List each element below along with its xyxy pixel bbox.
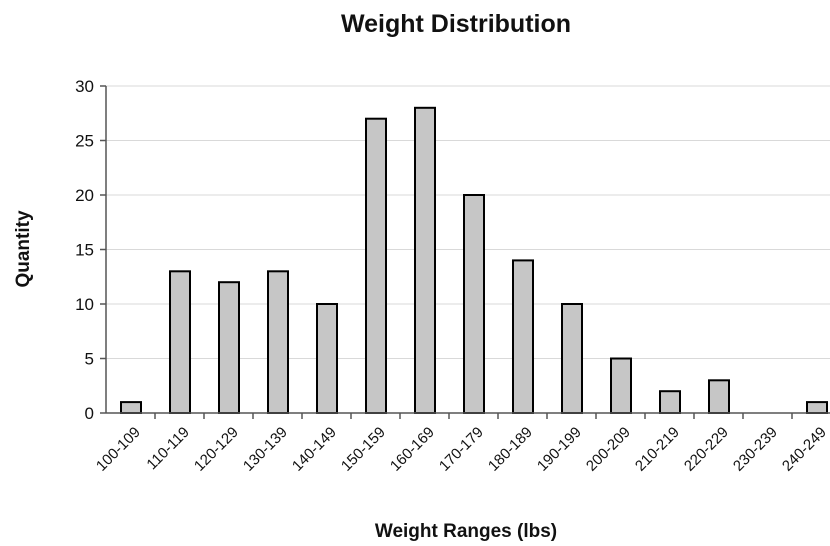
x-tick-label: 160-169 — [387, 424, 438, 475]
y-tick-label: 10 — [75, 295, 94, 314]
x-tick-label: 150-159 — [338, 424, 389, 475]
y-tick-labels: 0 5 10 15 20 25 30 — [75, 77, 94, 423]
y-tick-label: 30 — [75, 77, 94, 96]
bar-120-129 — [218, 281, 240, 415]
x-tick-label: 190-199 — [534, 424, 585, 475]
bar-210-219 — [659, 390, 681, 415]
y-tick-label: 15 — [75, 241, 94, 260]
y-tick-label: 25 — [75, 132, 94, 151]
x-tick-label: 220-229 — [681, 424, 732, 475]
x-tick-label: 200-209 — [583, 424, 634, 475]
x-tick-label: 140-149 — [289, 424, 340, 475]
y-tick-label: 20 — [75, 186, 94, 205]
x-tick-label: 230-239 — [730, 424, 781, 475]
y-axis-label: Quantity — [13, 210, 34, 287]
x-tick-label: 210-219 — [632, 424, 683, 475]
chart-title: Weight Distribution — [341, 10, 571, 38]
bar-100-109 — [120, 401, 142, 415]
y-tick-label: 5 — [85, 350, 94, 369]
x-tick-label: 180-189 — [485, 424, 536, 475]
x-tick-label: 240-249 — [779, 424, 830, 475]
x-tick-label: 100-109 — [93, 424, 144, 475]
bar-190-199 — [561, 303, 583, 414]
x-tick-labels: 100-109 110-119120-129130-139140-149150-1… — [93, 424, 830, 475]
bar-200-209 — [610, 357, 632, 414]
bar-160-169 — [414, 106, 436, 415]
x-tick-label: 130-139 — [240, 424, 291, 475]
bars — [120, 106, 828, 415]
bar-170-179 — [463, 194, 485, 414]
x-tick-label: 170-179 — [436, 424, 487, 475]
x-axis-label: Weight Ranges (lbs) — [375, 521, 557, 542]
bar-130-139 — [267, 270, 289, 414]
x-tick-label: 120-129 — [191, 424, 242, 475]
bar-180-189 — [512, 259, 534, 414]
bar-140-149 — [316, 303, 338, 414]
x-tick-label: 110-119 — [143, 424, 192, 473]
y-tick-label: 0 — [85, 404, 94, 423]
bar-240-249 — [806, 401, 828, 415]
bar-150-159 — [365, 117, 387, 414]
axes — [100, 85, 830, 419]
bar-110-119 — [169, 270, 191, 414]
bar-220-229 — [708, 379, 730, 414]
